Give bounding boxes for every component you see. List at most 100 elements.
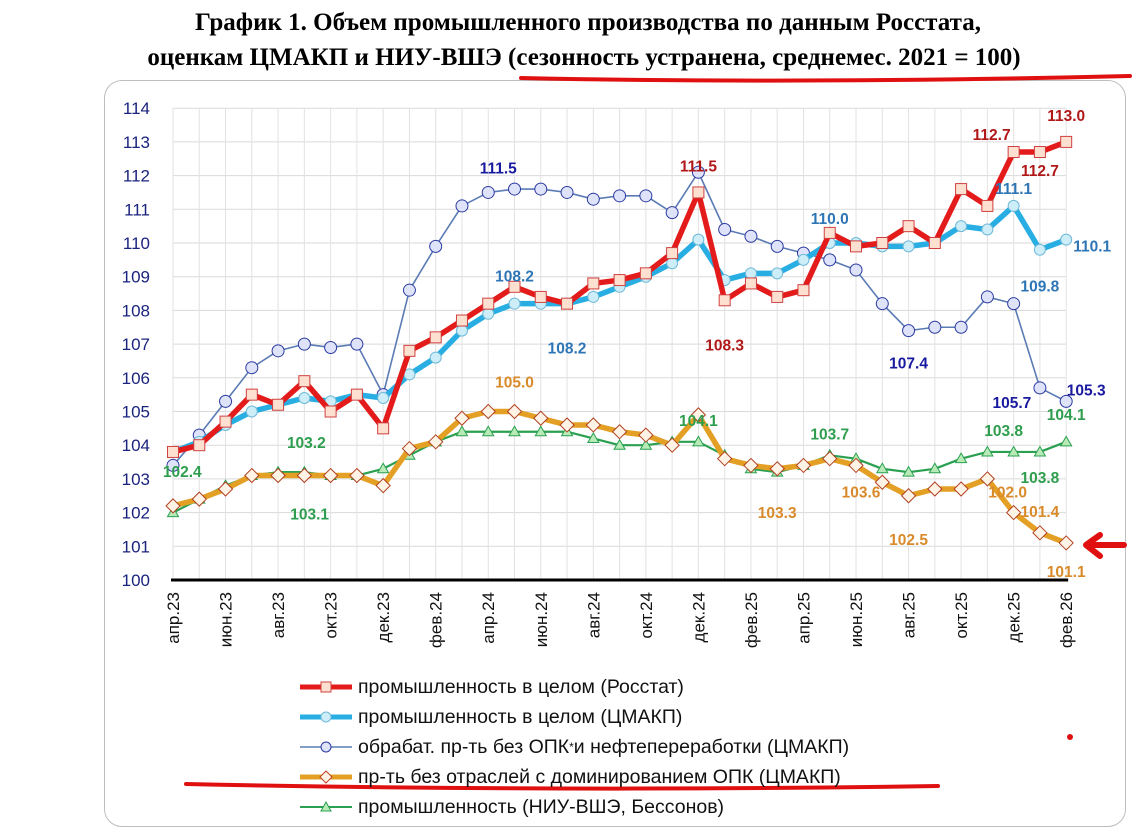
data-point-diamond (874, 474, 890, 490)
data-label: 105.3 (1067, 382, 1106, 399)
data-point-square (245, 388, 258, 401)
data-point-square (455, 314, 468, 327)
data-point-circle (245, 405, 258, 418)
data-point-square (850, 240, 863, 253)
data-point-diamond (506, 403, 523, 420)
data-point-square (482, 297, 495, 310)
data-point-circle (981, 223, 994, 236)
data-point-circle (1033, 381, 1047, 395)
data-point-diamond (664, 437, 680, 453)
data-point-triangle (508, 425, 521, 437)
data-label: 111.5 (680, 158, 717, 175)
data-point-circle (377, 392, 390, 405)
data-label: 112.7 (973, 127, 1011, 144)
red-dot-markup (1067, 734, 1073, 740)
data-point-diamond (427, 434, 444, 450)
data-point-circle (245, 361, 259, 375)
data-point-square (377, 422, 390, 435)
data-point-circle (297, 337, 311, 351)
data-point-square (1007, 146, 1020, 159)
data-point-diamond (217, 481, 234, 497)
legend-underline-markup (184, 782, 940, 791)
legend-footnote-mark: * (569, 740, 574, 754)
data-point-diamond (979, 471, 996, 487)
data-point-diamond (927, 481, 943, 497)
data-point-diamond (848, 457, 864, 474)
data-label: 109.8 (1021, 279, 1060, 296)
data-point-square (1060, 135, 1073, 148)
data-point-triangle (613, 438, 626, 450)
data-point-square (403, 344, 416, 357)
title-underline-markup (519, 74, 1132, 83)
data-point-circle (508, 297, 521, 310)
data-point-diamond (454, 410, 470, 426)
data-point-circle (770, 239, 784, 253)
data-point-triangle (1059, 435, 1073, 447)
data-label: 103.3 (758, 505, 797, 522)
data-point-circle (980, 290, 994, 304)
data-point-circle (718, 223, 732, 237)
data-point-diamond (716, 450, 733, 467)
data-point-square (561, 297, 574, 310)
data-point-diamond (795, 457, 812, 474)
data-point-triangle (534, 425, 548, 437)
data-point-circle (928, 320, 942, 334)
data-point-triangle (928, 462, 942, 474)
x-tick-label: июн.23 (217, 592, 236, 647)
data-point-square (666, 247, 679, 260)
y-tick-label: 114 (123, 99, 150, 118)
data-point-diamond (611, 424, 628, 440)
data-label: 103.7 (810, 426, 849, 443)
data-point-square (298, 375, 311, 388)
data-label: 103.8 (1021, 470, 1060, 487)
data-point-square (613, 274, 626, 287)
x-tick-label: июн.24 (532, 592, 551, 647)
legend-label: промышленность (НИУ-ВШЭ, Бессонов) (358, 795, 725, 818)
data-point-triangle (692, 435, 705, 447)
data-point-triangle (376, 462, 390, 474)
data-point-circle (481, 185, 495, 199)
data-point-circle (1059, 394, 1073, 408)
data-label: 103.8 (984, 423, 1023, 440)
y-tick-label: 112 (123, 167, 150, 186)
y-tick-label: 100 (122, 571, 150, 590)
data-point-triangle (481, 425, 495, 437)
legend: промышленность в целом (Росстат) промышл… (298, 672, 849, 822)
data-label: 105.7 (993, 395, 1032, 412)
data-point-diamond (165, 498, 181, 514)
data-point-diamond (1032, 525, 1048, 541)
data-point-square (272, 398, 285, 411)
data-point-triangle (1033, 445, 1047, 457)
data-point-triangle (455, 425, 469, 437)
data-point-circle (1033, 243, 1046, 256)
y-tick-label: 102 (122, 504, 150, 523)
legend-circle-marker-icon (300, 741, 352, 753)
legend-label: обрабат. пр-ть без ОПК (358, 735, 570, 758)
data-point-diamond (1058, 535, 1074, 551)
data-point-diamond (743, 457, 759, 474)
data-label: 102.5 (889, 532, 928, 549)
data-point-circle (955, 220, 968, 233)
data-point-diamond (401, 440, 418, 457)
data-label: 111.1 (995, 181, 1032, 198)
data-label: 103.2 (287, 435, 326, 452)
data-point-square (508, 280, 521, 293)
data-point-diamond (533, 410, 549, 426)
data-point-circle (560, 185, 574, 199)
data-point-circle (665, 206, 679, 220)
data-point-circle (692, 233, 705, 246)
data-label: 108.3 (705, 337, 744, 354)
data-point-square (324, 405, 337, 418)
data-point-square (639, 267, 652, 280)
series-2 (166, 165, 1073, 472)
y-tick-label: 111 (124, 200, 150, 219)
data-point-circle (797, 253, 810, 266)
data-point-diamond (559, 417, 575, 433)
data-point-square (823, 226, 836, 239)
y-tick-label: 107 (122, 335, 150, 354)
data-point-diamond (270, 467, 286, 484)
x-tick-label: дек.25 (1005, 592, 1024, 642)
data-point-circle (1007, 199, 1020, 212)
x-tick-label: апр.24 (479, 592, 498, 644)
data-point-square (350, 388, 363, 401)
